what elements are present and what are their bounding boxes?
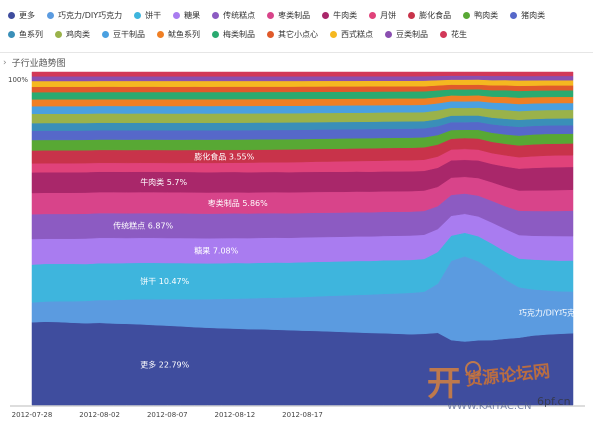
legend-label: 其它小点心 xyxy=(278,30,318,39)
data-label: 膨化食品 3.55% xyxy=(194,151,254,161)
legend-item[interactable]: 更多 xyxy=(8,10,35,21)
data-label: 传统糕点 6.87% xyxy=(113,221,173,231)
legend-marker xyxy=(47,12,54,19)
divider xyxy=(0,52,593,53)
legend-label: 鸡肉类 xyxy=(66,30,90,39)
legend-item[interactable]: 牛肉类 xyxy=(322,10,357,21)
legend-marker xyxy=(8,31,15,38)
legend-item[interactable]: 花生 xyxy=(440,29,467,40)
chevron-right-icon[interactable]: › xyxy=(3,57,7,68)
legend-item[interactable]: 月饼 xyxy=(369,10,396,21)
legend-item[interactable]: 巧克力/DIY巧克力 xyxy=(47,10,122,21)
legend-item[interactable]: 鸡肉类 xyxy=(55,29,90,40)
legend-item[interactable]: 鱼系列 xyxy=(8,29,43,40)
legend-item[interactable]: 饼干 xyxy=(134,10,161,21)
data-label: 饼干 10.47% xyxy=(140,276,189,286)
legend-label: 西式糕点 xyxy=(341,30,373,39)
legend-marker xyxy=(267,31,274,38)
chart-legend: 更多 巧克力/DIY巧克力 饼干 糖果 传统糕点 枣类制品 牛肉类 月饼 膨化食品 鸭肉类 猪肉类鱼… xyxy=(8,10,588,40)
legend-item[interactable]: 豆类制品 xyxy=(385,29,428,40)
x-tick-label: 2012-08-12 xyxy=(215,411,256,419)
data-label: 糖果 7.08% xyxy=(194,246,238,256)
legend-item[interactable]: 糖果 xyxy=(173,10,200,21)
legend-marker xyxy=(408,12,416,19)
legend-item[interactable]: 枣类制品 xyxy=(267,10,310,21)
legend-label: 饼干 xyxy=(145,11,162,20)
legend-marker xyxy=(212,31,219,38)
data-label: 枣类制品 5.86% xyxy=(208,198,268,208)
legend-marker xyxy=(440,31,447,38)
legend-label: 豆干制品 xyxy=(113,30,145,39)
legend-label: 糖果 xyxy=(184,11,201,20)
legend-label: 鸭肉类 xyxy=(474,11,499,20)
legend-marker xyxy=(173,12,181,19)
x-tick-label: 2012-08-07 xyxy=(147,411,188,419)
x-tick-label: 2012-08-17 xyxy=(282,411,323,419)
legend-marker xyxy=(102,31,109,38)
legend-label: 传统糕点 xyxy=(223,11,256,20)
y-tick-label: 100% xyxy=(8,76,28,84)
legend-marker xyxy=(330,31,337,38)
legend-item[interactable]: 西式糕点 xyxy=(330,29,373,40)
legend-marker xyxy=(385,31,392,38)
panel-title[interactable]: › 子行业趋势图 xyxy=(3,56,66,70)
legend-marker xyxy=(510,12,518,19)
legend-item[interactable]: 豆干制品 xyxy=(102,29,145,40)
legend-label: 月饼 xyxy=(380,11,397,20)
legend-item[interactable]: 传统糕点 xyxy=(212,10,255,21)
legend-marker xyxy=(322,12,330,19)
area-series[interactable] xyxy=(31,71,574,77)
legend-marker xyxy=(157,31,164,38)
legend-item[interactable]: 其它小点心 xyxy=(267,29,318,40)
legend-item[interactable]: 膨化食品 xyxy=(408,10,451,21)
legend-marker xyxy=(463,12,471,19)
panel-title-text: 子行业趋势图 xyxy=(11,59,66,69)
legend-label: 梅类制品 xyxy=(223,30,255,39)
legend-label: 枣类制品 xyxy=(278,11,311,20)
legend-label: 鱼系列 xyxy=(19,30,43,39)
stacked-area-chart: 100% 2012-07-28 2012-08-02 2012-08-07 2012-0… xyxy=(8,71,593,419)
legend-label: 花生 xyxy=(451,30,467,39)
legend-item[interactable]: 鱿鱼系列 xyxy=(157,29,200,40)
legend-marker xyxy=(267,12,275,19)
legend-label: 巧克力/DIY巧克力 xyxy=(58,11,123,20)
x-tick-label: 2012-08-02 xyxy=(79,411,120,419)
data-label: 更多 22.79% xyxy=(140,360,189,370)
legend-marker xyxy=(8,12,15,19)
legend-label: 猪肉类 xyxy=(521,11,546,20)
legend-marker xyxy=(369,12,377,19)
legend-item[interactable]: 猪肉类 xyxy=(510,10,545,21)
data-label: 巧克力/DIY巧克力 12.54% xyxy=(519,307,593,317)
legend-label: 豆类制品 xyxy=(396,30,428,39)
legend-item[interactable]: 鸭肉类 xyxy=(463,10,498,21)
x-tick-label: 2012-07-28 xyxy=(12,411,53,419)
legend-item[interactable]: 梅类制品 xyxy=(212,29,255,40)
legend-label: 牛肉类 xyxy=(333,11,358,20)
legend-label: 鱿鱼系列 xyxy=(168,30,200,39)
legend-marker xyxy=(212,12,220,19)
legend-label: 更多 xyxy=(19,11,35,20)
legend-marker xyxy=(55,31,62,38)
data-label: 牛肉类 5.7% xyxy=(140,177,187,187)
legend-marker xyxy=(134,12,142,19)
legend-label: 膨化食品 xyxy=(419,11,452,20)
